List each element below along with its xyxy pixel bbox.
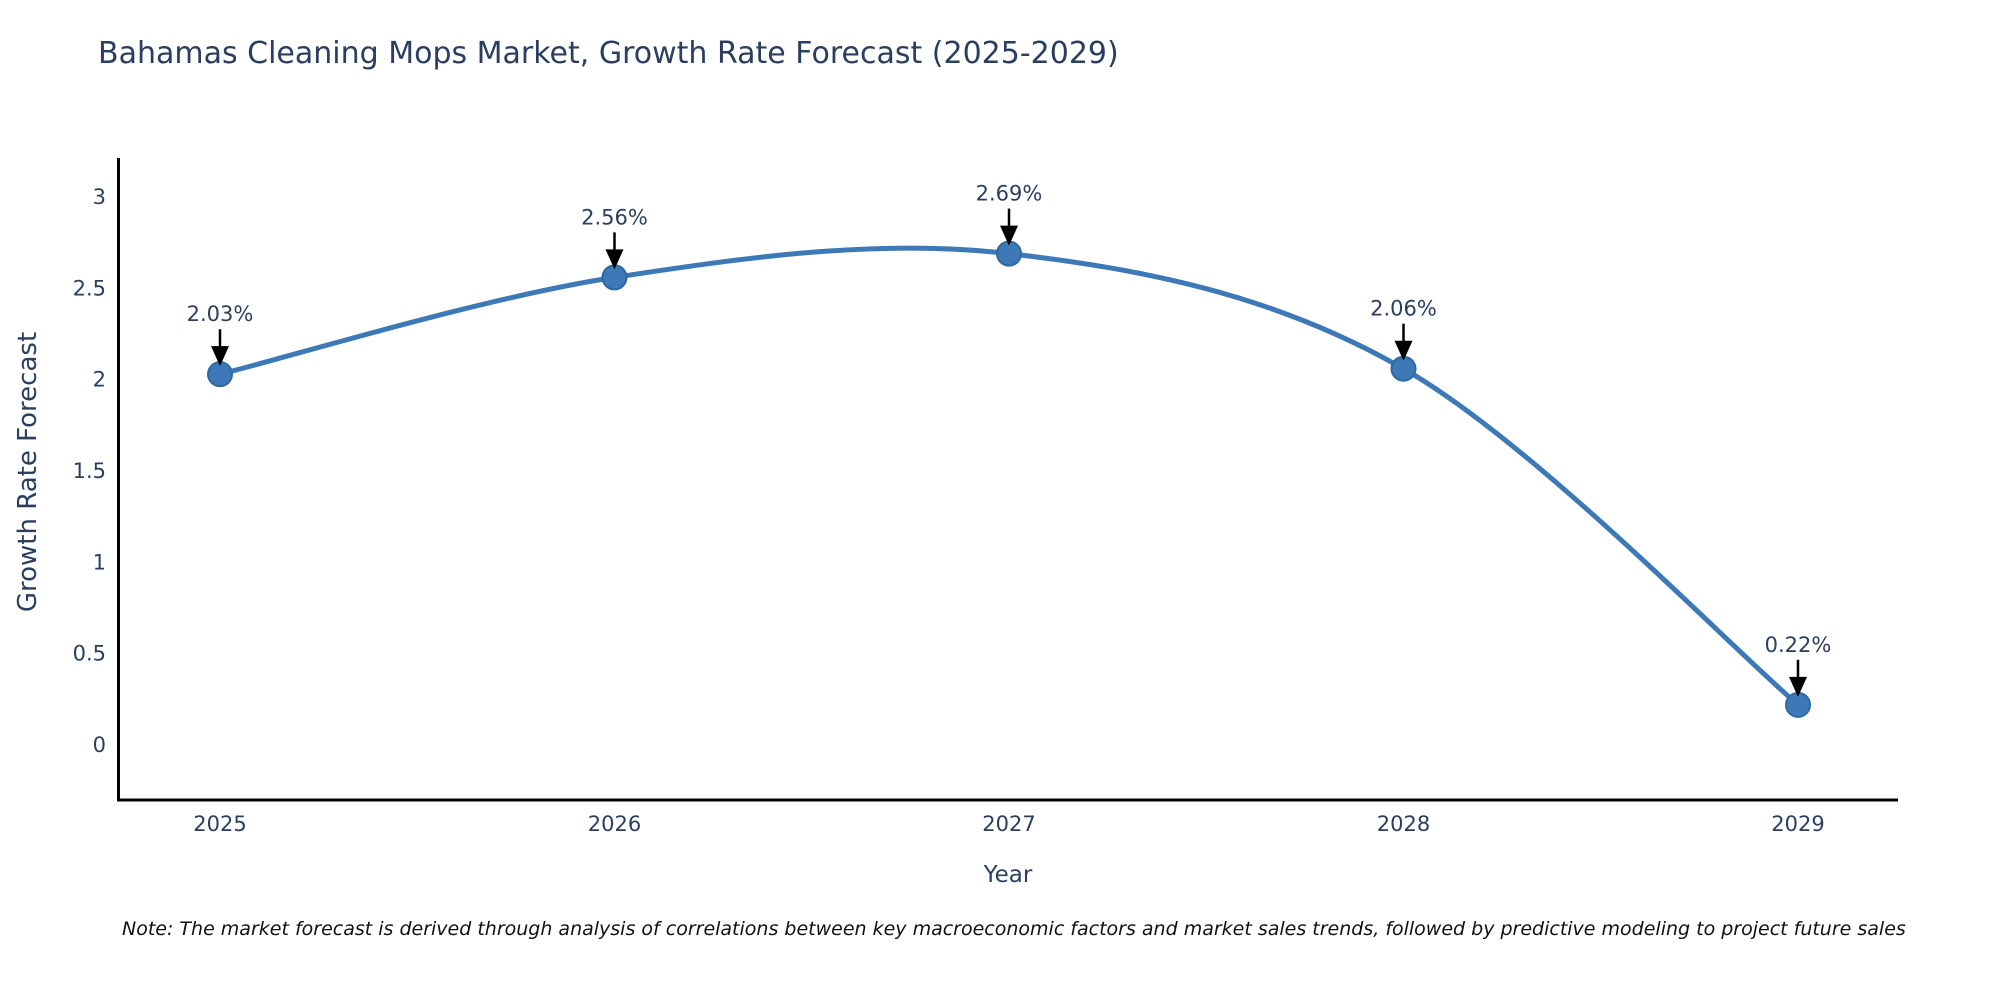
point-value-label: 2.06%: [1370, 297, 1437, 321]
y-tick-label: 0.5: [73, 642, 106, 666]
x-tick-label: 2029: [1771, 812, 1824, 836]
x-tick-label: 2025: [193, 812, 246, 836]
y-tick-label: 1: [93, 550, 106, 574]
y-tick-label: 0: [93, 733, 106, 757]
chart-title: Bahamas Cleaning Mops Market, Growth Rat…: [98, 36, 1119, 71]
x-tick-label: 2028: [1377, 812, 1430, 836]
y-tick-label: 2: [93, 368, 106, 392]
y-tick-label: 3: [93, 185, 106, 209]
y-tick-label: 1.5: [73, 459, 106, 483]
annotation-arrowhead: [605, 249, 624, 270]
annotation-arrowhead: [1789, 676, 1807, 697]
footnote: Note: The market forecast is derived thr…: [122, 918, 1906, 940]
annotation-arrowhead: [1000, 225, 1018, 246]
y-tick-label: 2.5: [73, 276, 106, 300]
point-value-label: 2.03%: [187, 302, 254, 326]
x-axis-title: Year: [983, 862, 1033, 888]
annotation-arrowhead: [1394, 340, 1413, 361]
x-tick-label: 2026: [588, 812, 641, 836]
x-tick-label: 2027: [982, 812, 1035, 836]
forecast-line: [217, 245, 1801, 708]
point-value-label: 2.56%: [581, 205, 648, 229]
point-value-label: 0.22%: [1765, 633, 1832, 657]
annotation-arrowhead: [211, 346, 229, 367]
point-value-label: 2.69%: [976, 182, 1043, 206]
